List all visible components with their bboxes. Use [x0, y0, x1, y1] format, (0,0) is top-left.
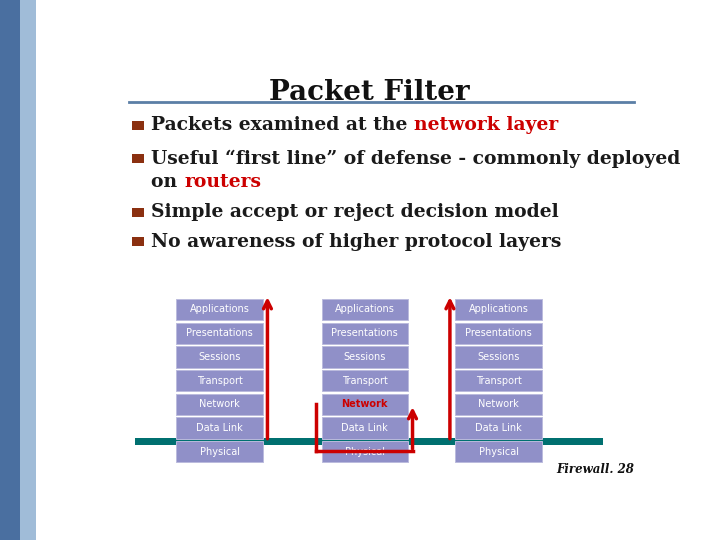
Text: Network: Network [478, 399, 519, 409]
FancyBboxPatch shape [322, 417, 408, 438]
Text: Simple accept or reject decision model: Simple accept or reject decision model [151, 204, 559, 221]
Text: Transport: Transport [476, 376, 522, 386]
Text: Network: Network [199, 399, 240, 409]
Text: Applications: Applications [190, 305, 250, 314]
FancyBboxPatch shape [176, 346, 263, 368]
FancyBboxPatch shape [456, 370, 542, 391]
Text: Useful “first line” of defense - commonly deployed: Useful “first line” of defense - commonl… [151, 149, 680, 167]
Text: Physical: Physical [199, 447, 240, 457]
Text: No awareness of higher protocol layers: No awareness of higher protocol layers [151, 233, 562, 251]
FancyBboxPatch shape [456, 441, 542, 462]
FancyBboxPatch shape [322, 370, 408, 391]
Text: network layer: network layer [414, 116, 559, 134]
Text: Data Link: Data Link [341, 423, 388, 433]
Bar [135, 438, 603, 446]
Text: Presentations: Presentations [331, 328, 398, 338]
Text: Presentations: Presentations [186, 328, 253, 338]
Text: on: on [151, 173, 184, 191]
FancyBboxPatch shape [322, 394, 408, 415]
FancyBboxPatch shape [176, 299, 263, 320]
FancyBboxPatch shape [322, 441, 408, 462]
FancyBboxPatch shape [176, 322, 263, 344]
Text: Transport: Transport [342, 376, 388, 386]
FancyBboxPatch shape [456, 417, 542, 438]
Text: Applications: Applications [335, 305, 395, 314]
Text: Physical: Physical [479, 447, 518, 457]
Text: Physical: Physical [345, 447, 384, 457]
Text: routers: routers [184, 173, 261, 191]
FancyBboxPatch shape [132, 154, 144, 163]
FancyBboxPatch shape [322, 322, 408, 344]
FancyBboxPatch shape [132, 208, 144, 217]
Text: Transport: Transport [197, 376, 243, 386]
FancyBboxPatch shape [176, 394, 263, 415]
FancyBboxPatch shape [176, 417, 263, 438]
Text: Sessions: Sessions [477, 352, 520, 362]
FancyBboxPatch shape [132, 120, 144, 130]
Text: Data Link: Data Link [475, 423, 522, 433]
Text: Packets examined at the: Packets examined at the [151, 116, 414, 134]
FancyBboxPatch shape [176, 441, 263, 462]
Text: Sessions: Sessions [199, 352, 241, 362]
FancyBboxPatch shape [176, 370, 263, 391]
Text: Applications: Applications [469, 305, 528, 314]
Text: Packet Filter: Packet Filter [269, 79, 469, 106]
Text: Sessions: Sessions [343, 352, 386, 362]
FancyBboxPatch shape [456, 299, 542, 320]
FancyBboxPatch shape [456, 394, 542, 415]
FancyBboxPatch shape [132, 237, 144, 246]
FancyBboxPatch shape [322, 346, 408, 368]
FancyBboxPatch shape [322, 299, 408, 320]
FancyBboxPatch shape [456, 322, 542, 344]
FancyBboxPatch shape [456, 346, 542, 368]
Text: Firewall. 28: Firewall. 28 [556, 463, 634, 476]
Text: Network: Network [341, 399, 388, 409]
Text: Data Link: Data Link [197, 423, 243, 433]
Text: Presentations: Presentations [465, 328, 532, 338]
